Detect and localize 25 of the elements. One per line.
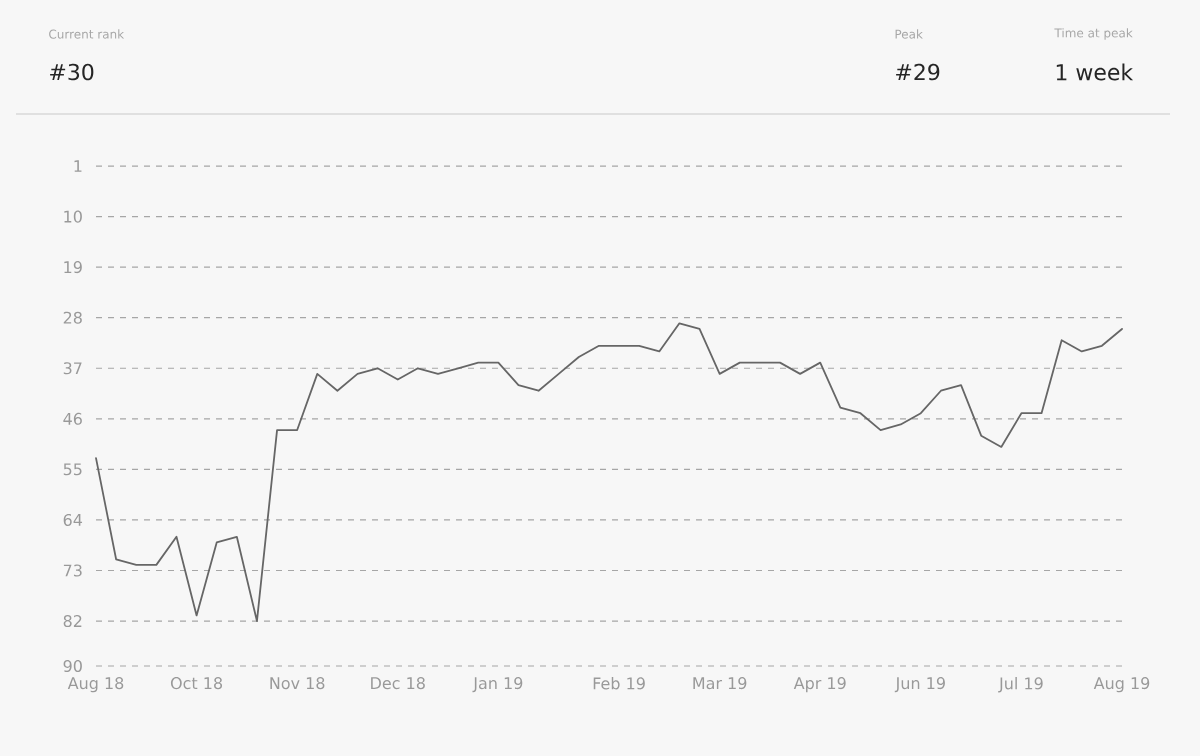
y-tick-label: 55 xyxy=(63,463,82,476)
y-tick-label: 82 xyxy=(63,615,82,628)
x-tick-label: Aug 19 xyxy=(1093,677,1150,693)
x-tick-label: Feb 19 xyxy=(593,677,645,690)
y-tick-label: 73 xyxy=(63,564,82,577)
y-tick-label: 90 xyxy=(63,659,82,673)
x-tick-label: Dec 18 xyxy=(371,677,425,690)
x-tick-label: Jun 19 xyxy=(894,677,945,693)
text: #29 xyxy=(896,63,940,81)
y-tick-label: 10 xyxy=(64,210,82,223)
x-tick-label: Jul 19 xyxy=(998,677,1043,693)
y-tick-label: 64 xyxy=(63,513,83,526)
x-tick-label: Oct 18 xyxy=(170,677,223,690)
y-tick-label: 37 xyxy=(63,362,82,375)
y-tick-label: 28 xyxy=(63,311,82,324)
x-tick-label: Aug 18 xyxy=(67,677,124,693)
y-tick-label: 19 xyxy=(64,261,82,274)
x-tick-label: Apr 19 xyxy=(793,677,846,693)
y-tick-label: 46 xyxy=(63,412,82,425)
text: #30 xyxy=(50,63,94,81)
x-tick-label: Nov 18 xyxy=(270,677,325,690)
x-tick-label: Mar 19 xyxy=(693,677,747,690)
y-tick-label: 1 xyxy=(74,160,82,172)
text: 1 week xyxy=(1056,63,1134,81)
x-tick-label: Jan 19 xyxy=(472,677,523,693)
